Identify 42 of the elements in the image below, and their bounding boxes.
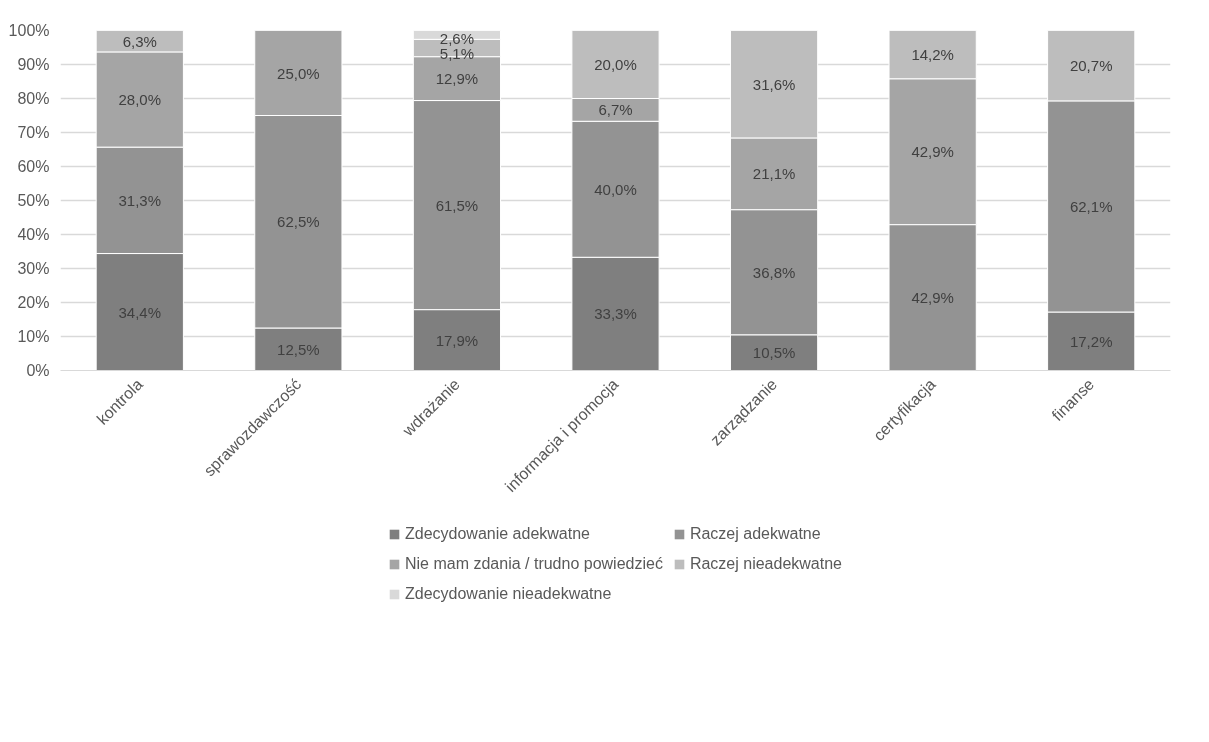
y-tick-label: 30% <box>17 260 50 277</box>
text: 61,5% <box>435 196 479 214</box>
y-tick-label: 70% <box>17 124 50 141</box>
text: 42,9% <box>911 143 954 161</box>
y-tick-label: 60% <box>17 158 50 175</box>
y-tick-label: 0% <box>26 362 50 379</box>
legend-label: Raczej adekwatne <box>689 524 821 544</box>
y-tick-label: 40% <box>17 226 50 243</box>
text: 28,0% <box>118 91 162 109</box>
text: 6,3% <box>122 32 157 50</box>
text: 20,7% <box>1069 57 1113 75</box>
text: 33,3% <box>594 305 637 323</box>
text: 20,0% <box>594 56 637 73</box>
y-tick-label: 80% <box>17 90 50 107</box>
text: 62,1% <box>1069 197 1113 215</box>
text: 17,9% <box>435 331 479 349</box>
legend-label: Zdecydowanie nieadekwatne <box>405 584 612 604</box>
y-tick-label: 50% <box>17 192 50 209</box>
text: 5,1% <box>439 45 475 62</box>
legend-label: Raczej nieadekwatne <box>689 554 842 574</box>
text: 42,9% <box>911 289 954 307</box>
text: 21,1% <box>752 165 796 183</box>
text: 62,5% <box>277 213 320 231</box>
y-tick-label: 90% <box>17 56 50 73</box>
text: 31,3% <box>118 191 162 209</box>
text: 6,7% <box>598 101 633 119</box>
legend-label: Zdecydowanie adekwatne <box>405 524 591 544</box>
text: 10,5% <box>752 344 796 362</box>
text: 36,8% <box>752 263 796 281</box>
text: 25,0% <box>277 64 320 82</box>
text: 34,4% <box>118 303 162 321</box>
text: 17,2% <box>1069 332 1113 350</box>
y-tick-label: 20% <box>17 294 50 311</box>
text: 12,9% <box>435 70 479 88</box>
text: 14,2% <box>911 46 954 64</box>
y-tick-label: 10% <box>17 328 50 345</box>
text: 12,5% <box>277 340 320 358</box>
y-tick-label: 100% <box>8 22 50 39</box>
text: 2,6% <box>439 30 475 47</box>
text: 40,0% <box>594 180 637 198</box>
legend-label: Nie mam zdania / trudno powiedzieć <box>405 554 663 574</box>
text: 31,6% <box>752 75 796 93</box>
